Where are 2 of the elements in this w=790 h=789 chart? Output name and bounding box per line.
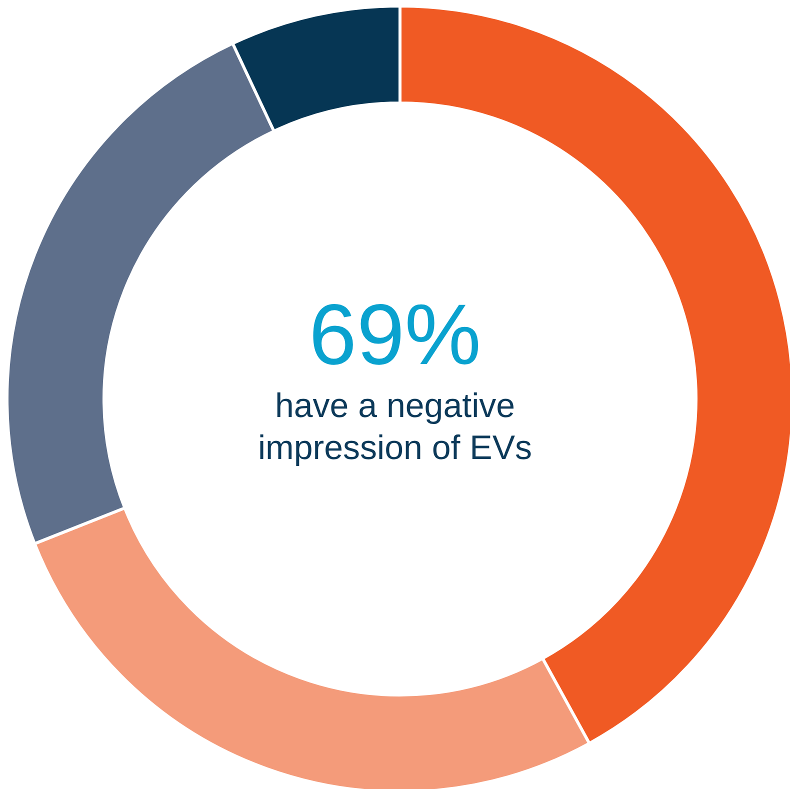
text: have a negative impression of EVs bbox=[257, 386, 533, 469]
text: 69% bbox=[308, 286, 482, 385]
